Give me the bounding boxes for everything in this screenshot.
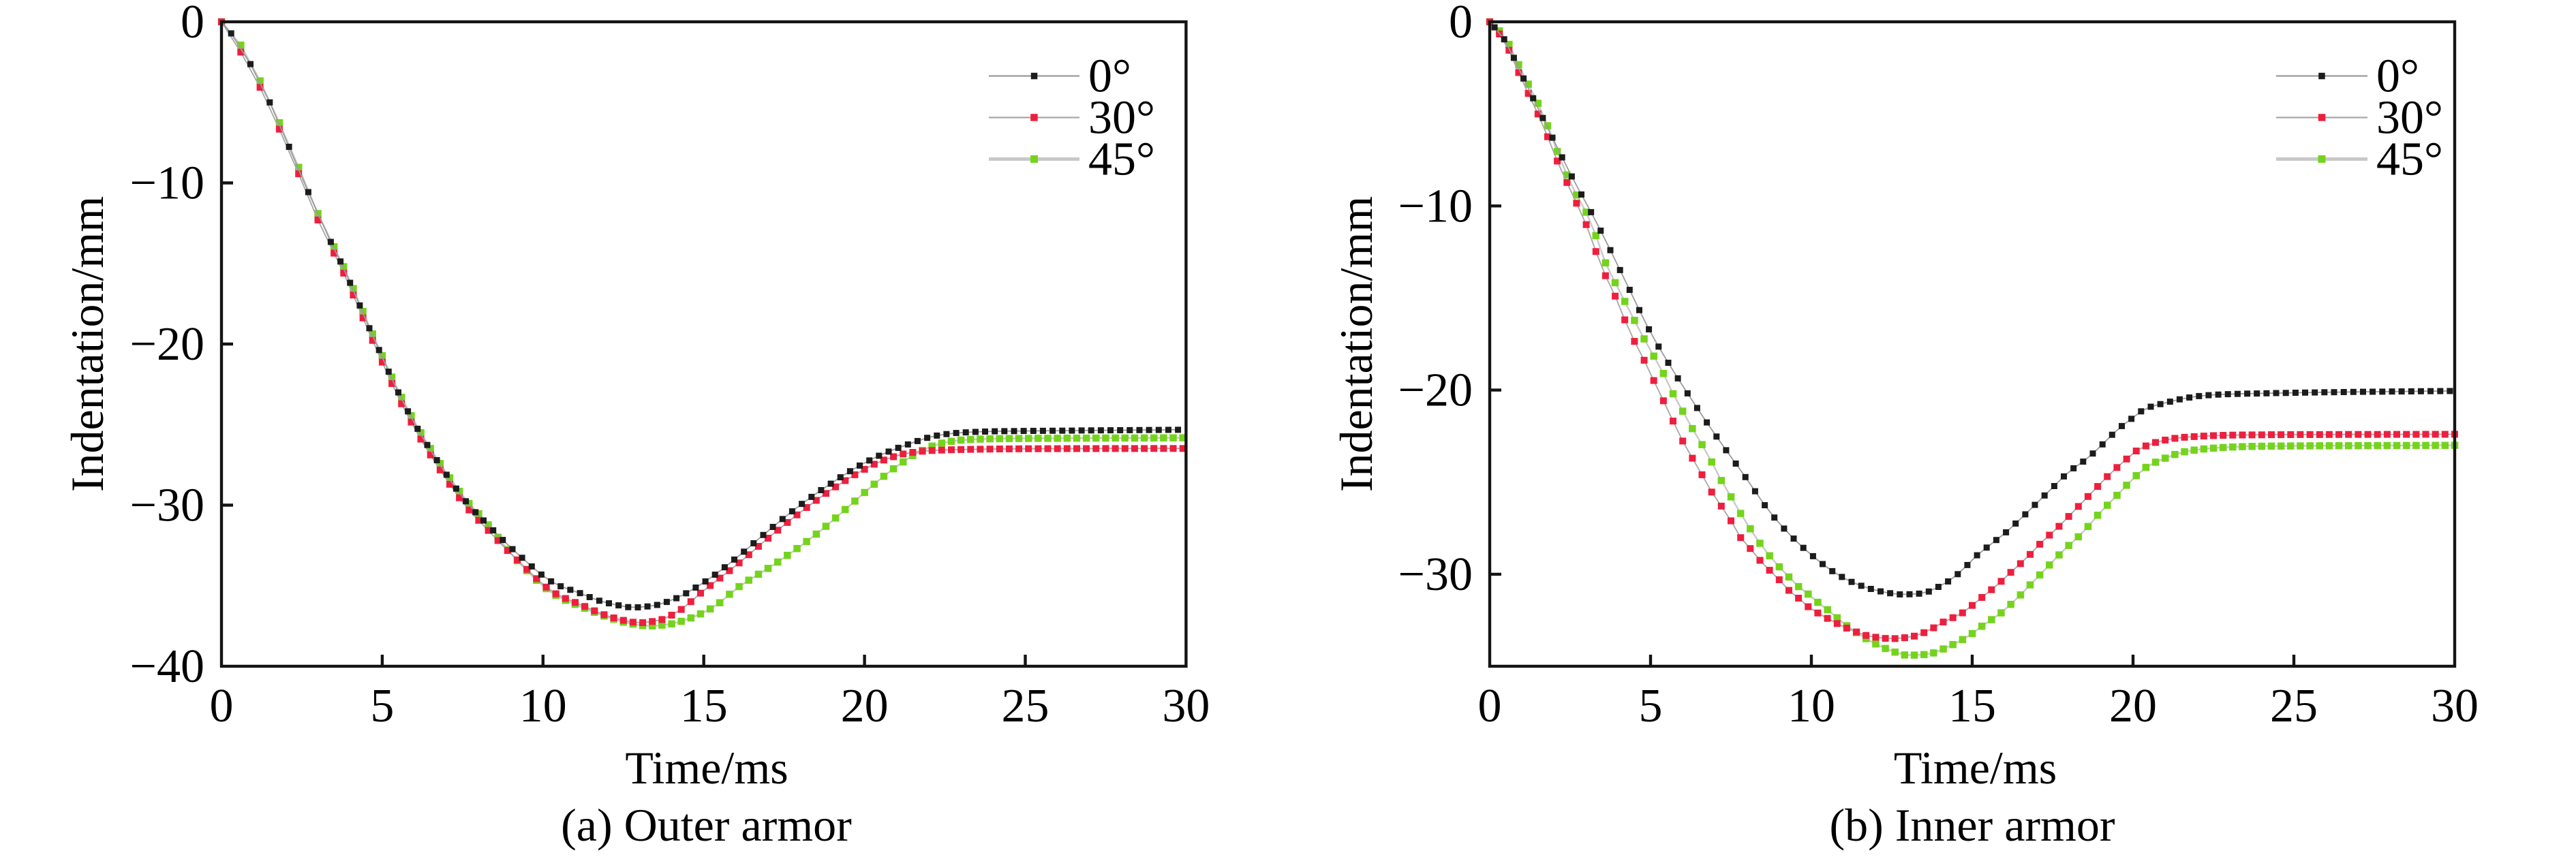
- svg-text:Indentation/mm: Indentation/mm: [1330, 196, 1382, 492]
- svg-text:0°: 0°: [1088, 50, 1131, 103]
- svg-text:(a) Outer armor: (a) Outer armor: [561, 799, 852, 851]
- svg-text:15: 15: [680, 680, 728, 732]
- svg-text:15: 15: [1948, 680, 1996, 732]
- svg-text:Indentation/mm: Indentation/mm: [61, 196, 113, 492]
- svg-text:45°: 45°: [1088, 134, 1155, 186]
- svg-text:5: 5: [370, 680, 394, 732]
- svg-text:0°: 0°: [2376, 50, 2419, 103]
- svg-text:5: 5: [1639, 680, 1663, 732]
- svg-text:20: 20: [841, 680, 889, 732]
- svg-text:−40: −40: [130, 640, 204, 693]
- svg-text:−30: −30: [130, 480, 204, 532]
- svg-text:−20: −20: [1398, 364, 1473, 417]
- svg-text:30: 30: [2431, 680, 2479, 732]
- svg-text:0: 0: [210, 680, 234, 732]
- svg-text:−10: −10: [1398, 180, 1473, 232]
- svg-text:0: 0: [1478, 680, 1502, 732]
- svg-text:30°: 30°: [1088, 92, 1155, 144]
- svg-text:0: 0: [181, 0, 204, 48]
- svg-text:10: 10: [1788, 680, 1835, 732]
- svg-text:−30: −30: [1398, 548, 1473, 601]
- svg-text:30: 30: [1162, 680, 1210, 732]
- svg-text:25: 25: [1002, 680, 1049, 732]
- svg-text:Time/ms: Time/ms: [1894, 742, 2057, 794]
- svg-text:(b) Inner armor: (b) Inner armor: [1829, 799, 2115, 851]
- svg-text:−10: −10: [130, 157, 204, 210]
- svg-text:10: 10: [519, 680, 567, 732]
- svg-text:Time/ms: Time/ms: [625, 742, 788, 794]
- svg-text:20: 20: [2109, 680, 2157, 732]
- svg-text:30°: 30°: [2376, 92, 2443, 144]
- svg-text:−20: −20: [130, 318, 204, 371]
- svg-text:45°: 45°: [2376, 134, 2443, 186]
- svg-text:25: 25: [2270, 680, 2318, 732]
- svg-text:0: 0: [1449, 0, 1473, 48]
